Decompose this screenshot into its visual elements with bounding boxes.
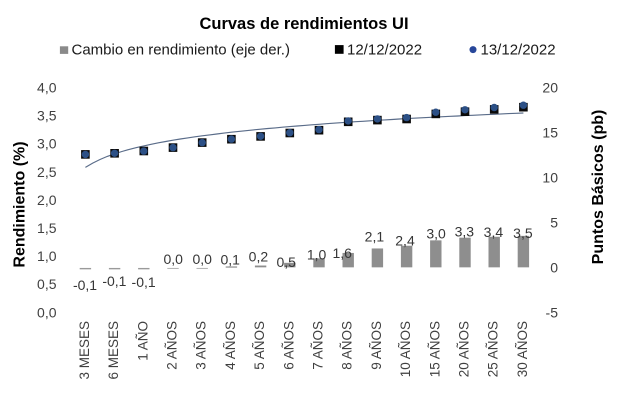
svg-text:15 AÑOS: 15 AÑOS (427, 321, 442, 377)
svg-text:0,5: 0,5 (276, 254, 296, 270)
svg-text:0: 0 (550, 259, 558, 275)
svg-text:15: 15 (542, 125, 558, 141)
svg-text:3,0: 3,0 (37, 136, 57, 152)
svg-text:20: 20 (542, 80, 558, 96)
svg-text:1 AÑO: 1 AÑO (135, 321, 150, 361)
svg-text:3,5: 3,5 (37, 108, 57, 124)
svg-text:30 AÑOS: 30 AÑOS (515, 321, 530, 377)
svg-text:1,0: 1,0 (307, 247, 327, 263)
svg-text:1,5: 1,5 (37, 220, 57, 236)
svg-text:12/12/2022: 12/12/2022 (347, 42, 422, 59)
svg-text:3,0: 3,0 (426, 225, 446, 241)
svg-text:9 AÑOS: 9 AÑOS (369, 321, 384, 370)
svg-text:2 AÑOS: 2 AÑOS (165, 321, 180, 370)
svg-text:25 AÑOS: 25 AÑOS (486, 321, 501, 377)
svg-text:0,0: 0,0 (163, 251, 183, 267)
svg-text:0,1: 0,1 (220, 252, 240, 268)
svg-text:1,6: 1,6 (332, 245, 352, 261)
svg-text:10 AÑOS: 10 AÑOS (398, 321, 413, 377)
svg-text:3 AÑOS: 3 AÑOS (194, 321, 209, 370)
svg-text:2,4: 2,4 (395, 233, 415, 249)
svg-text:-0,1: -0,1 (73, 277, 97, 293)
svg-text:3,5: 3,5 (513, 225, 533, 241)
svg-text:2,1: 2,1 (365, 229, 385, 245)
svg-text:Rendimiento (%): Rendimiento (%) (12, 141, 29, 267)
svg-text:Curvas de rendimientos UI: Curvas de rendimientos UI (199, 15, 408, 33)
svg-text:10: 10 (542, 169, 558, 185)
svg-text:5 AÑOS: 5 AÑOS (252, 321, 267, 370)
svg-text:3,3: 3,3 (455, 224, 475, 240)
svg-text:0,0: 0,0 (192, 251, 212, 267)
svg-text:4 AÑOS: 4 AÑOS (223, 321, 238, 370)
svg-text:-5: -5 (546, 304, 559, 320)
svg-text:13/12/2022: 13/12/2022 (481, 42, 556, 59)
svg-text:-0,1: -0,1 (102, 273, 126, 289)
svg-text:Cambio en rendimiento (eje der: Cambio en rendimiento (eje der.) (72, 42, 290, 59)
svg-text:1,0: 1,0 (37, 248, 57, 264)
svg-text:-0,1: -0,1 (132, 274, 156, 290)
svg-text:6 MESES: 6 MESES (106, 321, 121, 380)
svg-text:20 AÑOS: 20 AÑOS (457, 321, 472, 377)
svg-text:8 AÑOS: 8 AÑOS (340, 321, 355, 370)
svg-text:3,4: 3,4 (484, 224, 504, 240)
svg-text:Puntos Básicos (pb): Puntos Básicos (pb) (590, 110, 607, 265)
svg-text:2,5: 2,5 (37, 164, 57, 180)
svg-text:6 AÑOS: 6 AÑOS (281, 321, 296, 370)
svg-text:3 MESES: 3 MESES (77, 321, 92, 380)
svg-text:0,5: 0,5 (37, 276, 57, 292)
svg-text:0,0: 0,0 (37, 304, 57, 320)
svg-text:5: 5 (550, 214, 558, 230)
svg-text:0,2: 0,2 (249, 248, 269, 264)
svg-text:2,0: 2,0 (37, 192, 57, 208)
svg-text:4,0: 4,0 (37, 80, 57, 96)
svg-text:7 AÑOS: 7 AÑOS (311, 321, 326, 370)
